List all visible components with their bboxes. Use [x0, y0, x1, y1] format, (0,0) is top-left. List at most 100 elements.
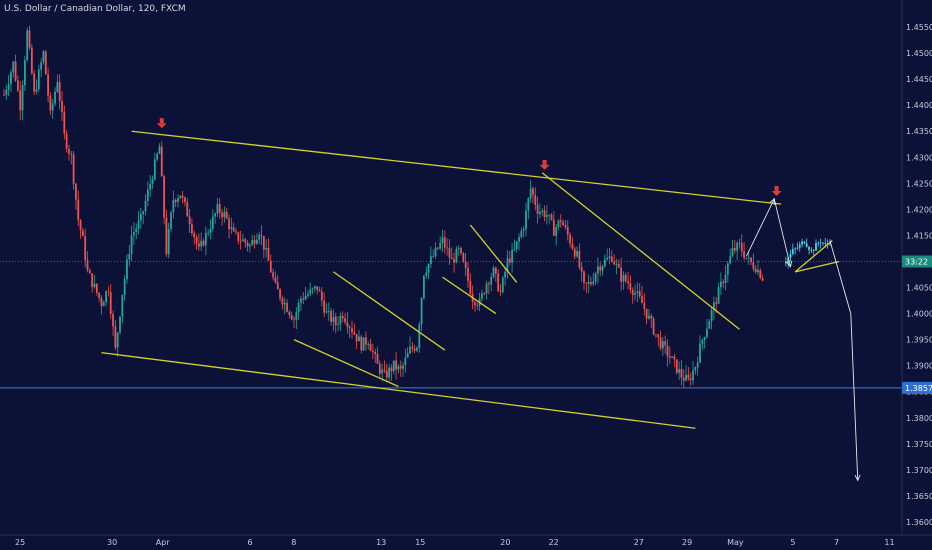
candle — [365, 337, 367, 345]
candle — [455, 248, 458, 263]
candle — [355, 334, 358, 342]
candle — [803, 241, 806, 244]
candle — [151, 179, 154, 184]
candle — [460, 247, 462, 254]
current-price-tag-label: 33:22 — [905, 257, 928, 266]
candle — [14, 61, 17, 81]
price-tick-label: 1.36500 — [906, 492, 932, 501]
candle — [385, 370, 388, 378]
candle — [506, 258, 509, 272]
candle — [708, 321, 711, 329]
candle — [791, 248, 794, 254]
candle — [337, 324, 339, 326]
price-tick-label: 1.38000 — [906, 414, 932, 423]
candle — [759, 269, 762, 279]
candle — [388, 367, 391, 378]
candle — [615, 263, 618, 265]
price-tags: 33:22 1.38574 — [902, 255, 932, 394]
candle — [819, 242, 822, 244]
candle — [225, 211, 228, 219]
candle — [242, 239, 244, 242]
candle — [745, 257, 748, 259]
candle — [423, 275, 425, 299]
arrowhead — [769, 198, 775, 205]
candle — [810, 250, 813, 251]
candle — [65, 133, 68, 149]
candle — [726, 263, 729, 275]
candle — [40, 62, 43, 70]
candle — [146, 189, 149, 201]
trendline — [442, 276, 497, 315]
candle — [7, 83, 10, 90]
candle — [255, 239, 258, 244]
candle — [200, 240, 203, 247]
candle — [235, 231, 237, 233]
candle — [434, 247, 437, 257]
candle — [251, 240, 254, 246]
trendlines — [101, 130, 840, 429]
candle — [829, 243, 831, 245]
candle — [750, 257, 752, 263]
candle — [599, 266, 602, 271]
candle — [784, 261, 787, 264]
candle — [694, 367, 697, 371]
candle — [258, 234, 261, 240]
candle — [636, 291, 639, 293]
candle — [643, 303, 646, 309]
candle — [738, 242, 741, 244]
candle — [3, 94, 5, 96]
time-axis[interactable]: 2530Apr68131520222729May571113 — [15, 538, 932, 547]
candle — [172, 199, 175, 213]
support-price-tag — [902, 381, 932, 394]
time-tick-label: 7 — [834, 538, 839, 547]
candle — [84, 236, 87, 261]
candle — [527, 198, 530, 211]
candle — [740, 242, 743, 252]
projected-moves — [745, 197, 861, 482]
candle — [30, 47, 33, 74]
candle — [362, 337, 365, 351]
candle — [323, 300, 326, 313]
candle — [796, 247, 799, 249]
candle — [443, 237, 446, 248]
arrowhead — [786, 260, 793, 268]
candle — [485, 283, 488, 294]
candle — [207, 232, 210, 234]
candle — [578, 250, 581, 267]
candle — [209, 228, 212, 233]
candle — [149, 183, 152, 190]
price-tick-label: 1.36000 — [906, 518, 932, 527]
candle — [98, 292, 101, 299]
candle — [573, 248, 576, 257]
candle — [214, 213, 217, 217]
candle — [37, 69, 40, 90]
candle — [367, 343, 370, 345]
candle — [436, 247, 439, 249]
candle — [520, 230, 523, 238]
candle — [557, 220, 560, 228]
candle — [102, 302, 105, 307]
candle — [752, 262, 755, 269]
candle — [550, 214, 553, 220]
candle — [543, 210, 546, 218]
candle — [655, 334, 657, 335]
candle — [63, 111, 66, 134]
candle — [72, 154, 75, 184]
candle — [249, 245, 251, 247]
candle — [529, 188, 532, 199]
time-tick-label: 20 — [500, 538, 510, 547]
candle — [184, 197, 186, 203]
price-tick-label: 1.45500 — [906, 23, 932, 32]
candle — [10, 72, 12, 84]
time-tick-label: Apr — [156, 538, 171, 547]
candle — [304, 295, 307, 300]
candle — [467, 267, 469, 281]
time-tick-label: May — [727, 538, 744, 547]
candle — [144, 200, 147, 212]
candle — [107, 291, 110, 293]
price-tick-label: 1.39000 — [906, 362, 932, 371]
candle — [119, 316, 121, 333]
candle — [671, 356, 674, 358]
candle — [253, 240, 256, 244]
candle — [613, 261, 616, 265]
